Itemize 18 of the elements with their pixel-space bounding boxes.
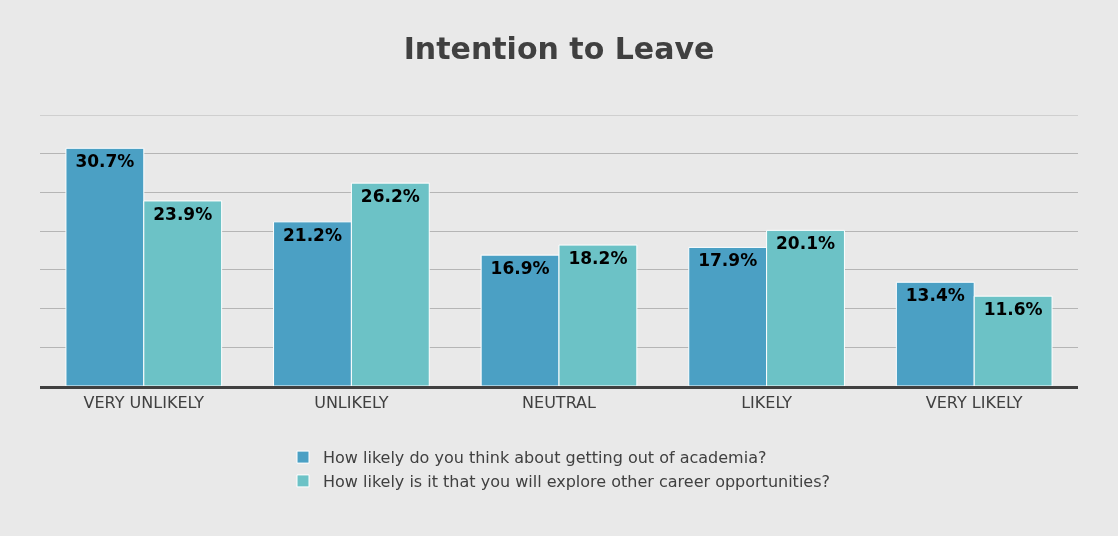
legend-label: How likely do you think about getting out of academia? bbox=[323, 448, 767, 468]
legend-label: How likely is it that you will explore other career opportunities? bbox=[323, 472, 830, 492]
data-label: 30.7% bbox=[75, 151, 135, 172]
x-tick-label: VERY UNLIKELY bbox=[83, 393, 205, 413]
data-label: 13.4% bbox=[905, 285, 965, 306]
x-tick-label: NEUTRAL bbox=[522, 393, 597, 413]
chart-title: Intention to Leave bbox=[403, 30, 715, 66]
data-label: 18.2% bbox=[568, 248, 628, 269]
data-label: 20.1% bbox=[776, 233, 836, 254]
x-tick-label: VERY LIKELY bbox=[925, 393, 1023, 413]
x-tick-label: UNLIKELY bbox=[314, 393, 389, 413]
data-label: 17.9% bbox=[698, 250, 758, 271]
data-label: 11.6% bbox=[983, 299, 1043, 320]
data-label: 16.9% bbox=[490, 258, 550, 279]
x-tick-label: LIKELY bbox=[741, 393, 793, 413]
data-label: 26.2% bbox=[360, 186, 420, 207]
data-label: 21.2% bbox=[282, 224, 342, 245]
data-label: 23.9% bbox=[153, 203, 213, 224]
